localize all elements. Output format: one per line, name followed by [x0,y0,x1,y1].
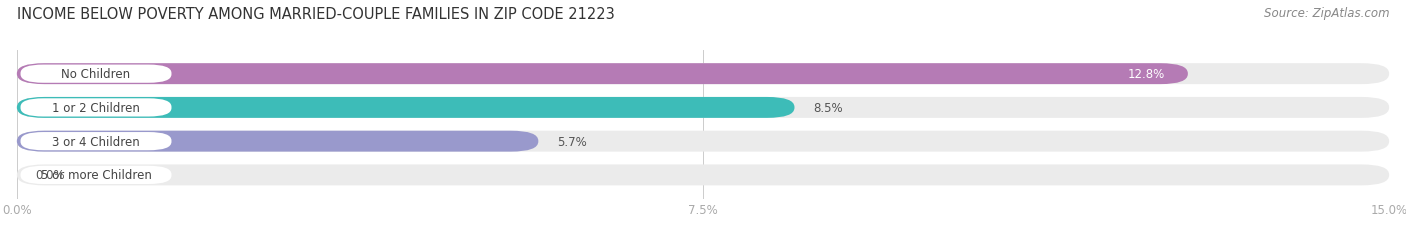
FancyBboxPatch shape [17,97,1389,118]
FancyBboxPatch shape [17,64,1389,85]
Text: 5.7%: 5.7% [557,135,586,148]
Text: 12.8%: 12.8% [1128,68,1166,81]
Text: 0.0%: 0.0% [35,169,65,182]
Text: 5 or more Children: 5 or more Children [41,169,152,182]
FancyBboxPatch shape [21,99,172,117]
FancyBboxPatch shape [21,65,172,83]
FancyBboxPatch shape [17,131,1389,152]
FancyBboxPatch shape [21,132,172,151]
Text: 1 or 2 Children: 1 or 2 Children [52,101,141,114]
FancyBboxPatch shape [17,64,1188,85]
Text: 3 or 4 Children: 3 or 4 Children [52,135,139,148]
FancyBboxPatch shape [21,166,172,184]
FancyBboxPatch shape [17,165,1389,185]
Text: 8.5%: 8.5% [813,101,842,114]
Text: No Children: No Children [62,68,131,81]
Text: INCOME BELOW POVERTY AMONG MARRIED-COUPLE FAMILIES IN ZIP CODE 21223: INCOME BELOW POVERTY AMONG MARRIED-COUPL… [17,7,614,22]
Text: Source: ZipAtlas.com: Source: ZipAtlas.com [1264,7,1389,20]
FancyBboxPatch shape [17,131,538,152]
FancyBboxPatch shape [17,97,794,118]
